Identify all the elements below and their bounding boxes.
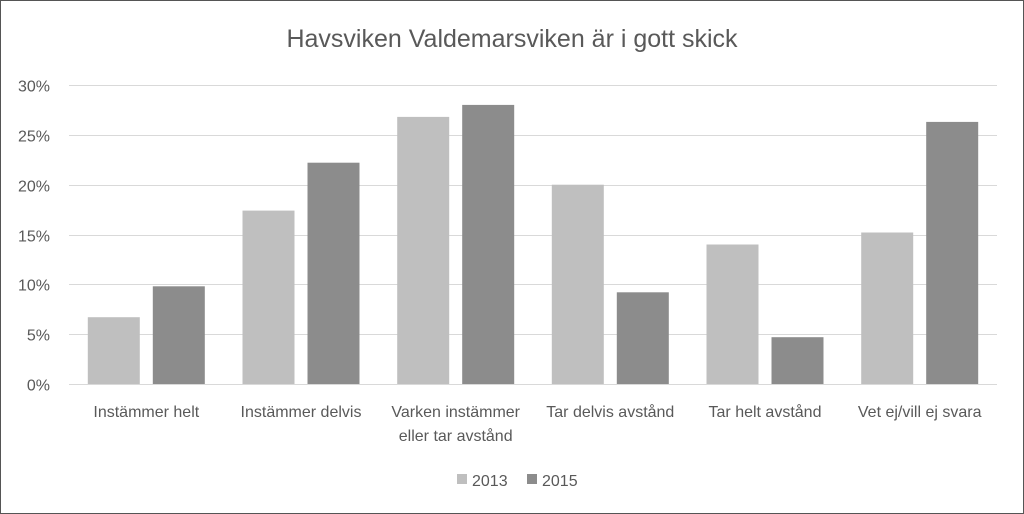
chart-title: Havsviken Valdemarsviken är i gott skick — [286, 25, 738, 53]
x-axis-labels: Instämmer helt Instämmer delvis Varken ins… — [93, 403, 981, 445]
y-tick-label: 15% — [18, 229, 50, 246]
bars — [87, 104, 979, 385]
legend: 2013 2015 — [457, 473, 578, 490]
y-tick-label: 30% — [18, 79, 50, 96]
bar-2015 — [926, 121, 979, 385]
bar-2013 — [87, 317, 140, 384]
y-tick-label: 10% — [18, 278, 50, 295]
y-tick-label: 25% — [18, 129, 50, 146]
gridlines — [69, 85, 997, 335]
bar-2015 — [616, 292, 669, 384]
x-category-label: Instämmer delvis — [241, 404, 362, 421]
legend-label-2015: 2015 — [542, 473, 578, 490]
x-category-label: Vet ej/vill ej svara — [858, 404, 982, 421]
bar-2013 — [706, 244, 759, 384]
bar-2013 — [242, 210, 295, 384]
y-tick-label: 20% — [18, 179, 50, 196]
y-axis-ticks: 0% 5% 10% 15% 20% 25% 30% — [18, 79, 50, 395]
bar-2015 — [152, 286, 205, 384]
x-category-label: Varken instämmer eller tar avstånd — [391, 404, 520, 445]
bar-2013 — [397, 116, 450, 385]
x-category-label: Instämmer helt — [93, 404, 199, 421]
bar-2015 — [307, 162, 360, 384]
y-tick-label: 5% — [27, 328, 50, 345]
bar-2013 — [861, 232, 914, 384]
bar-2015 — [462, 104, 515, 385]
x-category-label: Tar helt avstånd — [709, 403, 822, 421]
bar-2013 — [551, 184, 604, 384]
bar-2015 — [771, 337, 824, 384]
y-tick-label: 0% — [27, 378, 50, 395]
x-category-label: Tar delvis avstånd — [546, 403, 674, 421]
legend-swatch-2015 — [527, 474, 537, 484]
legend-swatch-2013 — [457, 474, 467, 484]
legend-label-2013: 2013 — [472, 473, 508, 490]
